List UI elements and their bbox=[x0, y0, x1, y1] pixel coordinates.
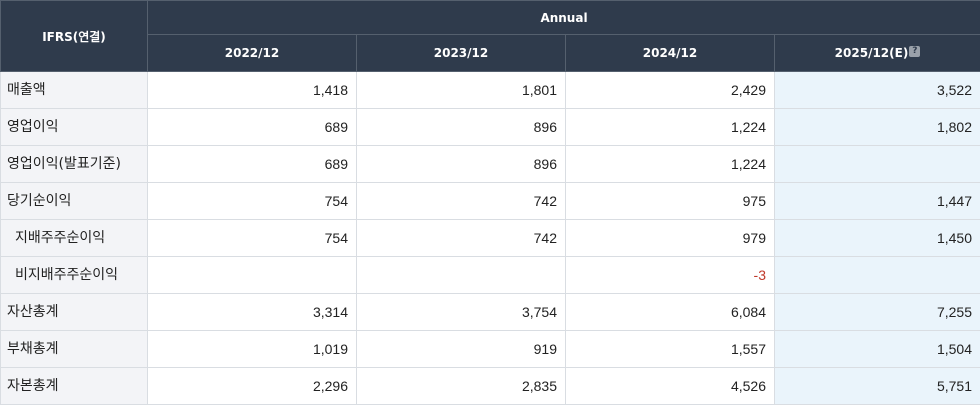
cell-value: 754 bbox=[148, 183, 357, 220]
cell-value-negative: -3 bbox=[566, 257, 775, 294]
cell-value bbox=[148, 257, 357, 294]
cell-value: 2,296 bbox=[148, 368, 357, 405]
row-label-revenue: 매출액 bbox=[1, 72, 148, 109]
cell-value-estimate: 3,522 bbox=[775, 72, 980, 109]
period-header-2025-label: 2025/12(E) bbox=[835, 46, 909, 60]
cell-value: 896 bbox=[357, 146, 566, 183]
cell-value: 2,835 bbox=[357, 368, 566, 405]
table-row-total-assets: 자산총계 3,314 3,754 6,084 7,255 bbox=[1, 294, 980, 331]
cell-value: 754 bbox=[148, 220, 357, 257]
period-header-2024: 2024/12 bbox=[566, 35, 775, 72]
table-row-total-equity: 자본총계 2,296 2,835 4,526 5,751 bbox=[1, 368, 980, 405]
row-label-total-equity: 자본총계 bbox=[1, 368, 148, 405]
cell-value bbox=[357, 257, 566, 294]
table-row-controlling-net-income: 지배주주순이익 754 742 979 1,450 bbox=[1, 220, 980, 257]
period-header-2025-estimate: 2025/12(E)? bbox=[775, 35, 980, 72]
cell-value: 1,019 bbox=[148, 331, 357, 368]
table-row-non-controlling-net-income: 비지배주주순이익 -3 bbox=[1, 257, 980, 294]
cell-value-estimate: 5,751 bbox=[775, 368, 980, 405]
row-label-total-liabilities: 부채총계 bbox=[1, 331, 148, 368]
cell-value-estimate bbox=[775, 146, 980, 183]
row-label-total-assets: 자산총계 bbox=[1, 294, 148, 331]
cell-value: 689 bbox=[148, 146, 357, 183]
cell-value: 1,418 bbox=[148, 72, 357, 109]
row-label-operating-profit-announced: 영업이익(발표기준) bbox=[1, 146, 148, 183]
row-label-net-income: 당기순이익 bbox=[1, 183, 148, 220]
cell-value-estimate: 1,802 bbox=[775, 109, 980, 146]
cell-value-estimate: 1,504 bbox=[775, 331, 980, 368]
row-label-operating-profit: 영업이익 bbox=[1, 109, 148, 146]
cell-value: 1,801 bbox=[357, 72, 566, 109]
cell-value-estimate: 1,447 bbox=[775, 183, 980, 220]
annual-header: Annual bbox=[148, 1, 980, 35]
cell-value: 919 bbox=[357, 331, 566, 368]
table-row-revenue: 매출액 1,418 1,801 2,429 3,522 bbox=[1, 72, 980, 109]
cell-value: 896 bbox=[357, 109, 566, 146]
cell-value-estimate: 1,450 bbox=[775, 220, 980, 257]
period-header-2022: 2022/12 bbox=[148, 35, 357, 72]
cell-value-estimate bbox=[775, 257, 980, 294]
table-row-operating-profit-announced: 영업이익(발표기준) 689 896 1,224 bbox=[1, 146, 980, 183]
cell-value: 1,224 bbox=[566, 109, 775, 146]
cell-value: 1,224 bbox=[566, 146, 775, 183]
cell-value: 742 bbox=[357, 183, 566, 220]
row-label-non-controlling-net-income: 비지배주주순이익 bbox=[1, 257, 148, 294]
cell-value: 3,314 bbox=[148, 294, 357, 331]
cell-value: 689 bbox=[148, 109, 357, 146]
period-header-2023: 2023/12 bbox=[357, 35, 566, 72]
cell-value: 742 bbox=[357, 220, 566, 257]
cell-value: 4,526 bbox=[566, 368, 775, 405]
ifrs-header: IFRS(연결) bbox=[1, 1, 148, 72]
cell-value: 6,084 bbox=[566, 294, 775, 331]
table-row-operating-profit: 영업이익 689 896 1,224 1,802 bbox=[1, 109, 980, 146]
cell-value: 3,754 bbox=[357, 294, 566, 331]
row-label-controlling-net-income: 지배주주순이익 bbox=[1, 220, 148, 257]
question-icon[interactable]: ? bbox=[909, 46, 920, 57]
table-row-net-income: 당기순이익 754 742 975 1,447 bbox=[1, 183, 980, 220]
cell-value: 975 bbox=[566, 183, 775, 220]
table-row-total-liabilities: 부채총계 1,019 919 1,557 1,504 bbox=[1, 331, 980, 368]
cell-value-estimate: 7,255 bbox=[775, 294, 980, 331]
cell-value: 979 bbox=[566, 220, 775, 257]
cell-value: 1,557 bbox=[566, 331, 775, 368]
cell-value: 2,429 bbox=[566, 72, 775, 109]
